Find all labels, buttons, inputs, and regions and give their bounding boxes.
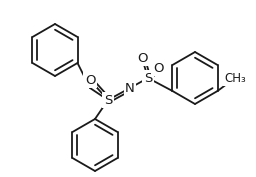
Text: O: O [153,61,163,75]
Text: O: O [137,52,147,64]
Text: N: N [125,81,135,95]
Text: CH₃: CH₃ [224,72,246,84]
Text: S: S [144,72,152,84]
Text: O: O [85,73,95,87]
Text: S: S [104,93,112,107]
